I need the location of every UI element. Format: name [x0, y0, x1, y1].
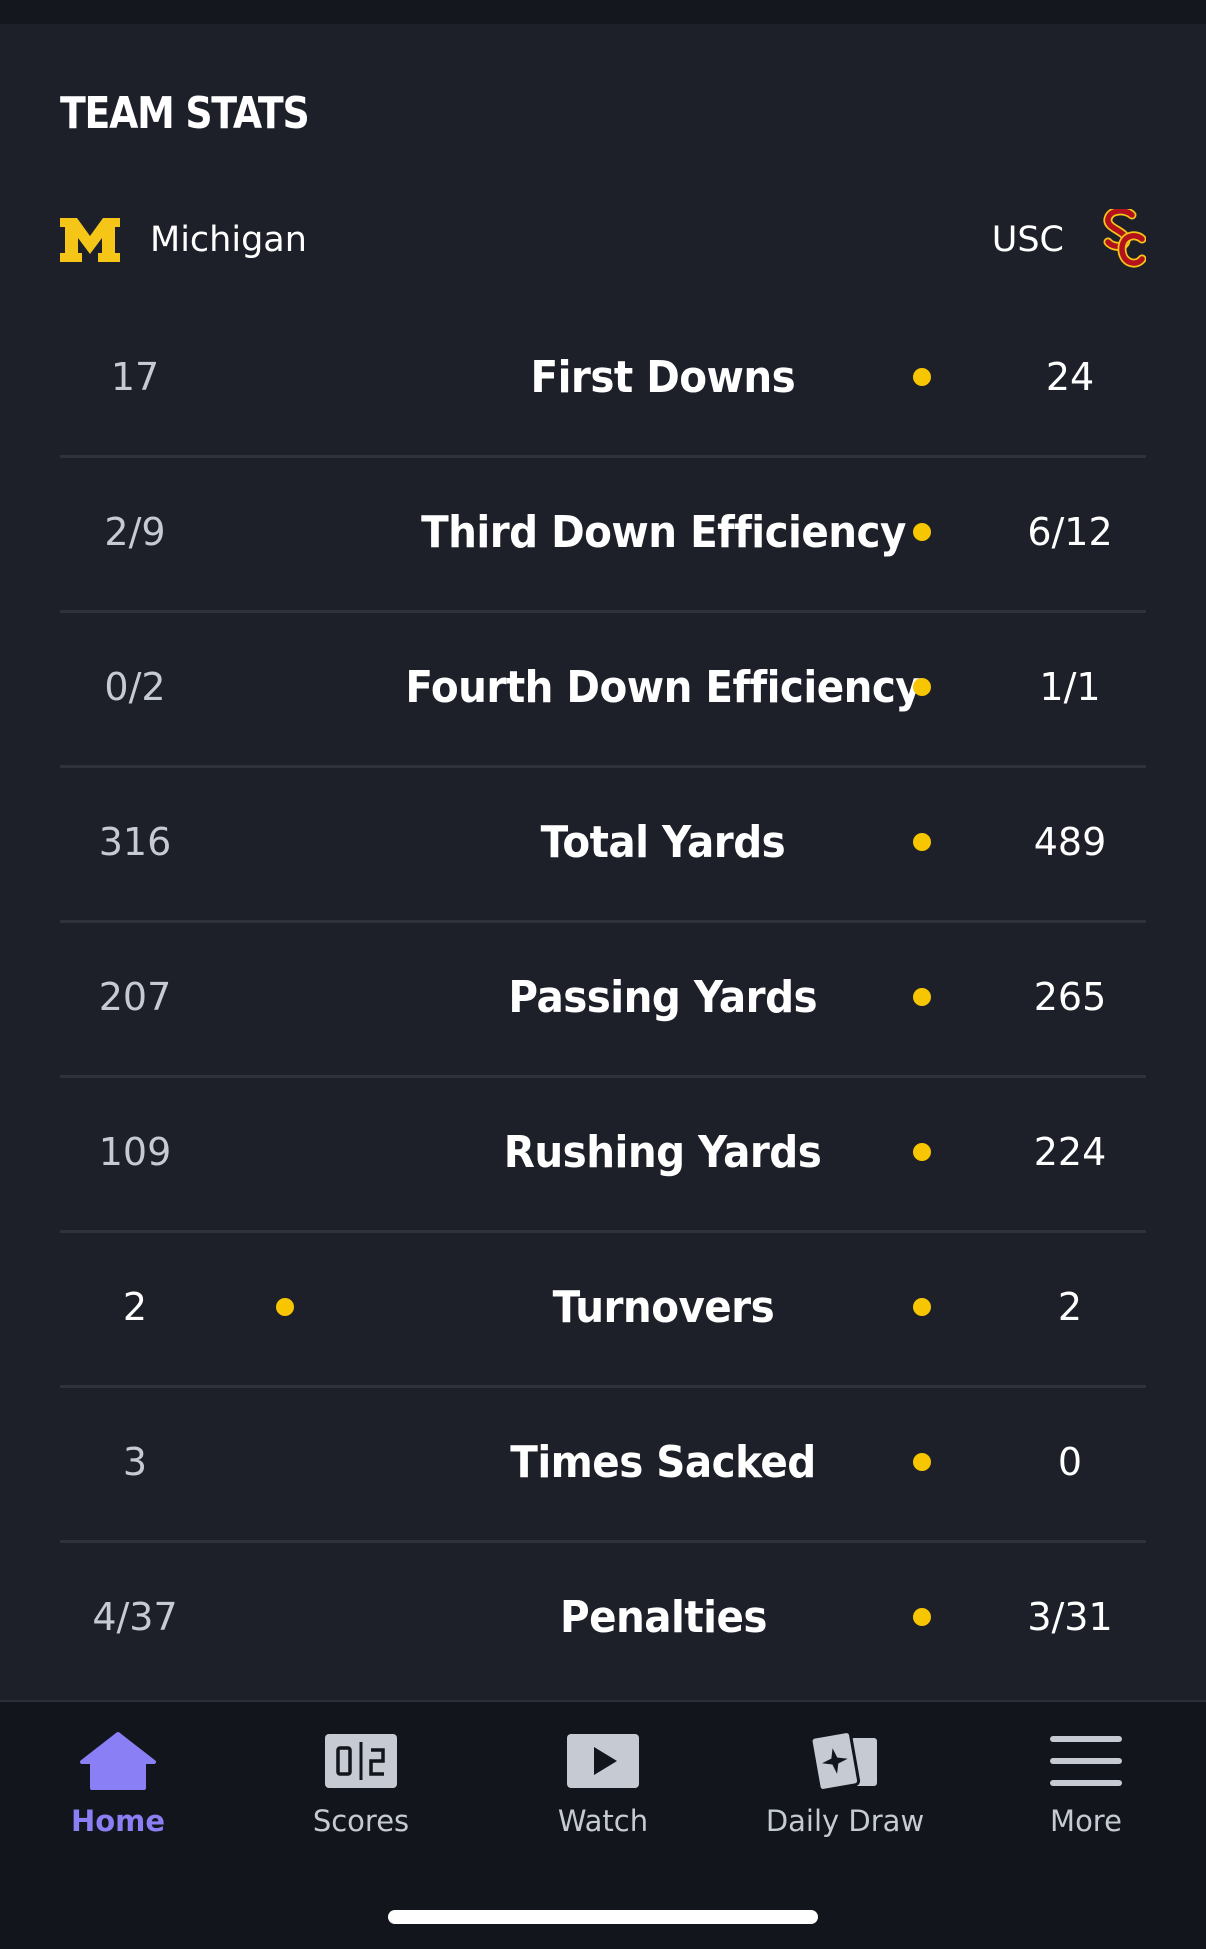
home-value: 17	[110, 355, 160, 399]
home-value: 316	[98, 820, 172, 864]
away-leader-indicator	[913, 833, 931, 851]
stat-row-rushing-yards[interactable]: 109 Rushing Yards 224	[60, 1075, 1146, 1233]
home-value: 2	[122, 1285, 148, 1329]
away-value: 1/1	[1039, 665, 1101, 709]
tab-scores[interactable]: Scores	[261, 1730, 461, 1860]
away-value: 0	[1057, 1440, 1083, 1484]
top-strip	[0, 0, 1206, 24]
scores-icon	[325, 1734, 397, 1788]
stat-label: First Downs	[530, 352, 796, 403]
stat-label: Total Yards	[540, 817, 786, 868]
stat-label: Fourth Down Efficiency	[405, 662, 921, 713]
bottom-tab-bar: Home Scores Watch	[0, 1700, 1206, 1949]
away-team-name: USC	[991, 220, 1064, 260]
stat-label: Penalties	[559, 1592, 767, 1643]
stats-table: 17 First Downs 24 2/9 Third Down Efficie…	[60, 300, 1146, 1700]
away-leader-indicator	[913, 1143, 931, 1161]
home-team[interactable]: Michigan	[60, 205, 307, 275]
home-value: 0/2	[104, 665, 166, 709]
usc-sc-logo	[1103, 209, 1146, 268]
home-icon	[80, 1732, 156, 1790]
stat-label: Turnovers	[552, 1282, 774, 1333]
stat-row-fourth-down-efficiency[interactable]: 0/2 Fourth Down Efficiency 1/1	[60, 610, 1146, 768]
home-value: 3	[122, 1440, 148, 1484]
play-icon	[567, 1734, 639, 1788]
stat-label: Passing Yards	[508, 972, 818, 1023]
tab-daily-draw[interactable]: Daily Draw	[745, 1730, 945, 1860]
away-value: 265	[1033, 975, 1107, 1019]
section-title: TEAM STATS	[60, 88, 310, 139]
stat-row-penalties[interactable]: 4/37 Penalties 3/31	[60, 1540, 1146, 1695]
tab-home[interactable]: Home	[18, 1730, 218, 1860]
home-value: 109	[98, 1130, 172, 1174]
away-value: 6/12	[1027, 510, 1113, 554]
home-value: 4/37	[92, 1595, 178, 1639]
stat-row-third-down-efficiency[interactable]: 2/9 Third Down Efficiency 6/12	[60, 455, 1146, 613]
stat-row-turnovers[interactable]: 2 Turnovers 2	[60, 1230, 1146, 1388]
tab-more-label: More	[1050, 1804, 1122, 1838]
teams-header: Michigan USC	[60, 205, 1146, 275]
away-value: 224	[1033, 1130, 1107, 1174]
stat-row-passing-yards[interactable]: 207 Passing Yards 265	[60, 920, 1146, 1078]
tab-watch[interactable]: Watch	[503, 1730, 703, 1860]
home-indicator[interactable]	[388, 1910, 818, 1924]
tab-scores-label: Scores	[312, 1804, 410, 1838]
away-leader-indicator	[913, 1608, 931, 1626]
tab-more[interactable]: More	[986, 1730, 1186, 1860]
away-leader-indicator	[913, 1453, 931, 1471]
home-leader-indicator	[276, 1298, 294, 1316]
home-value: 207	[98, 975, 172, 1019]
away-leader-indicator	[913, 523, 931, 541]
home-team-name: Michigan	[150, 220, 307, 260]
stat-label: Third Down Efficiency	[420, 507, 906, 558]
stat-label: Rushing Yards	[504, 1127, 822, 1178]
stat-label: Times Sacked	[510, 1437, 816, 1488]
tab-daily-draw-label: Daily Draw	[765, 1804, 925, 1838]
stat-row-times-sacked[interactable]: 3 Times Sacked 0	[60, 1385, 1146, 1543]
stat-row-first-downs[interactable]: 17 First Downs 24	[60, 300, 1146, 458]
away-value: 24	[1045, 355, 1095, 399]
away-value: 2	[1057, 1285, 1083, 1329]
stat-row-total-yards[interactable]: 316 Total Yards 489	[60, 765, 1146, 923]
away-value: 3/31	[1027, 1595, 1113, 1639]
menu-icon	[1050, 1736, 1122, 1786]
tab-watch-label: Watch	[557, 1804, 649, 1838]
away-team[interactable]: USC	[992, 205, 1146, 275]
away-leader-indicator	[913, 1298, 931, 1316]
away-leader-indicator	[913, 678, 931, 696]
tab-home-label: Home	[70, 1804, 166, 1838]
cards-icon	[809, 1730, 877, 1792]
away-leader-indicator	[913, 368, 931, 386]
michigan-block-m-logo	[60, 218, 120, 262]
away-value: 489	[1033, 820, 1107, 864]
away-leader-indicator	[913, 988, 931, 1006]
home-value: 2/9	[104, 510, 166, 554]
